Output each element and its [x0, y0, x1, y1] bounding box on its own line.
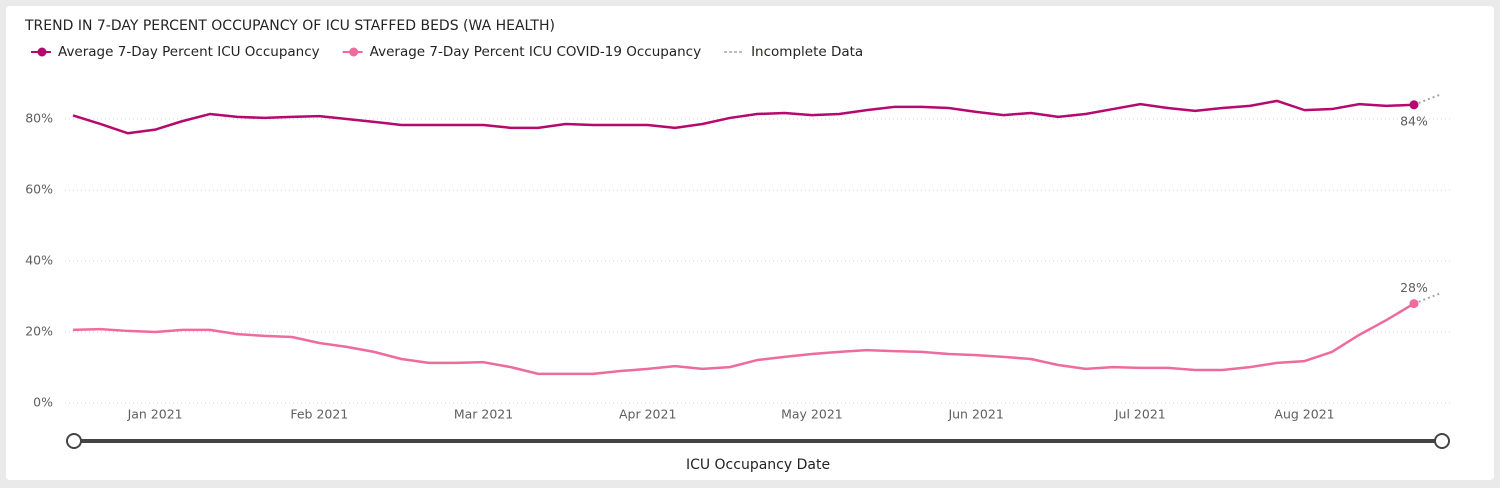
x-tick-label: Feb 2021: [290, 407, 348, 422]
legend-label: Incomplete Data: [751, 44, 863, 60]
x-tick-label: Mar 2021: [454, 407, 513, 422]
chart-title: TREND IN 7-DAY PERCENT OCCUPANCY OF ICU …: [24, 18, 555, 34]
x-tick-label: May 2021: [781, 407, 843, 422]
slider-handle-start[interactable]: [66, 433, 82, 449]
x-axis-title: ICU Occupancy Date: [686, 457, 830, 473]
legend-marker: [349, 47, 359, 57]
legend-label: Average 7-Day Percent ICU COVID-19 Occup…: [370, 44, 701, 60]
x-tick-label: Jul 2021: [1114, 407, 1166, 422]
card: [6, 6, 1494, 480]
x-tick-label: Jan 2021: [127, 407, 183, 422]
legend-label: Average 7-Day Percent ICU Occupancy: [58, 44, 320, 60]
y-tick-label: 0%: [33, 395, 53, 410]
series-line: [72, 99, 1415, 135]
y-tick-label: 80%: [25, 111, 53, 126]
x-tick-label: Apr 2021: [619, 407, 676, 422]
y-tick-label: 20%: [25, 324, 53, 339]
x-tick-label: Jun 2021: [947, 407, 1003, 422]
end-point: [1409, 100, 1419, 110]
legend-marker: [37, 47, 47, 57]
y-tick-label: 40%: [25, 253, 53, 268]
end-point: [1409, 299, 1419, 309]
data-label: 28%: [1400, 280, 1428, 295]
series-line: [72, 302, 1415, 376]
slider-handle-end[interactable]: [1434, 433, 1450, 449]
data-label: 84%: [1400, 113, 1428, 128]
x-tick-label: Aug 2021: [1274, 407, 1334, 422]
y-tick-label: 60%: [25, 182, 53, 197]
